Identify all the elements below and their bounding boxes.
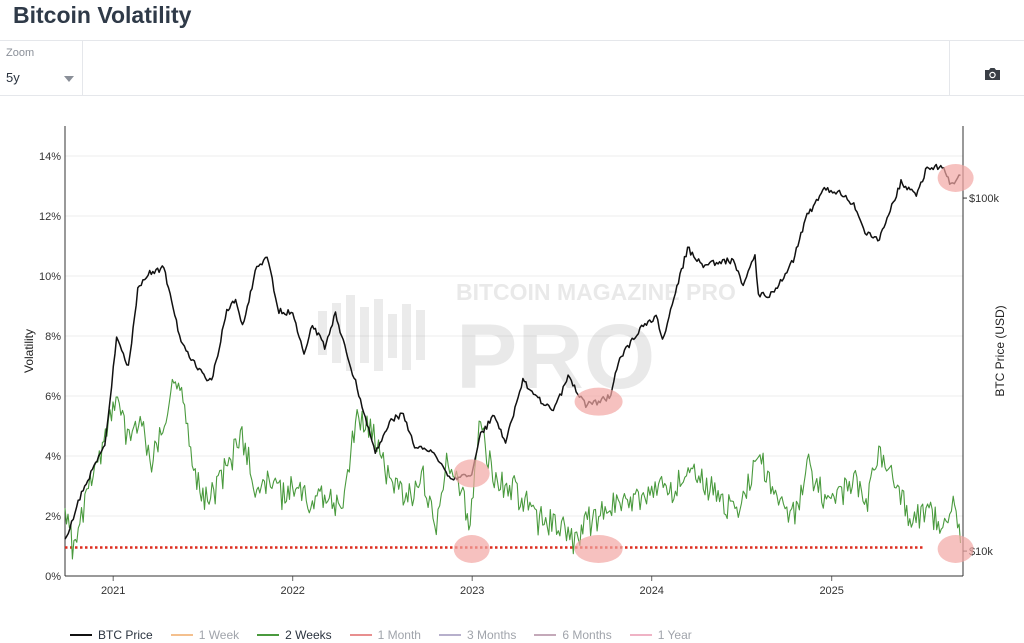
watermark-logo-icon	[318, 295, 425, 371]
watermark-text: BITCOIN MAGAZINE PRO	[456, 279, 736, 305]
legend-label: 1 Month	[377, 628, 421, 642]
camera-icon	[985, 68, 1000, 80]
highlight-circle	[574, 387, 623, 416]
y2-tick-label: $10k	[969, 546, 993, 558]
legend-item[interactable]: BTC Price	[70, 628, 153, 642]
highlight-circle	[937, 535, 974, 563]
download-image-button[interactable]	[949, 41, 1024, 95]
chevron-down-icon	[64, 76, 74, 82]
volatility-chart: BITCOIN MAGAZINE PRO PRO 0% 2% 4% 6% 8% 10% 12…	[22, 126, 1007, 597]
x-tick-label: 2022	[280, 585, 304, 597]
highlight-circles	[453, 163, 974, 563]
page-title: Bitcoin Volatility	[13, 2, 192, 28]
highlight-circle	[453, 459, 490, 488]
legend-item[interactable]: 3 Months	[438, 628, 517, 642]
y-tick-label: 8%	[45, 331, 61, 343]
highlight-circle	[453, 535, 490, 563]
legend-label: 1 Year	[657, 628, 692, 642]
y-tick-label: 0%	[45, 571, 61, 583]
legend-swatch	[534, 634, 557, 636]
x-tick-label: 2021	[101, 585, 125, 597]
legend-label: 6 Months	[562, 628, 612, 642]
highlight-circle	[937, 163, 974, 192]
x-tick-label: 2023	[460, 585, 484, 597]
y-tick-label: 14%	[39, 151, 61, 163]
legend-swatch	[438, 634, 461, 636]
legend-label: 3 Months	[466, 628, 517, 642]
chart-legend: BTC Price 1 Week 2 Weeks 1 Month 3 Months 6 M…	[70, 627, 710, 643]
legend-label: 1 Week	[198, 628, 240, 642]
y-tick-label: 6%	[45, 391, 61, 403]
y-tick-label: 4%	[45, 451, 61, 463]
legend-label: 2 Weeks	[285, 628, 332, 642]
legend-label: BTC Price	[98, 628, 153, 642]
watermark: BITCOIN MAGAZINE PRO PRO	[318, 279, 736, 408]
legend-swatch	[257, 634, 280, 636]
zoom-caption: Zoom	[6, 47, 35, 59]
legend-item[interactable]: 1 Year	[629, 628, 692, 642]
chart-toolbar: Zoom 5y	[0, 41, 1024, 96]
y2-axis-title: BTC Price (USD)	[993, 305, 1007, 396]
x-tick-label: 2025	[819, 585, 843, 597]
y-tick-label: 12%	[39, 211, 61, 223]
watermark-pro: PRO	[456, 306, 655, 408]
legend-swatch	[349, 634, 372, 636]
y2-tick-label: $100k	[969, 193, 999, 205]
zoom-value: 5y	[6, 70, 20, 85]
highlight-circle	[574, 535, 623, 563]
line-btc-price	[64, 163, 961, 540]
zoom-select[interactable]: Zoom 5y	[0, 41, 83, 95]
legend-item[interactable]: 1 Week	[170, 628, 240, 642]
legend-swatch	[70, 634, 92, 636]
legend-item[interactable]: 6 Months	[534, 628, 612, 642]
series-btc-price	[64, 163, 961, 540]
legend-swatch	[170, 634, 193, 636]
axes: 0% 2% 4% 6% 8% 10% 12% 14% 2021 2022 2023 2024 2025 $…	[22, 126, 1007, 597]
series-2-weeks	[64, 378, 962, 560]
legend-item[interactable]: 2 Weeks	[257, 628, 332, 642]
legend-item[interactable]: 1 Month	[349, 628, 421, 642]
legend-swatch	[629, 634, 652, 636]
x-tick-label: 2024	[639, 585, 663, 597]
header-divider	[0, 40, 1024, 41]
y-tick-label: 2%	[45, 511, 61, 523]
y-tick-label: 10%	[39, 271, 61, 283]
y-axis-title: Volatility	[22, 329, 36, 373]
line-2-weeks	[64, 378, 962, 560]
